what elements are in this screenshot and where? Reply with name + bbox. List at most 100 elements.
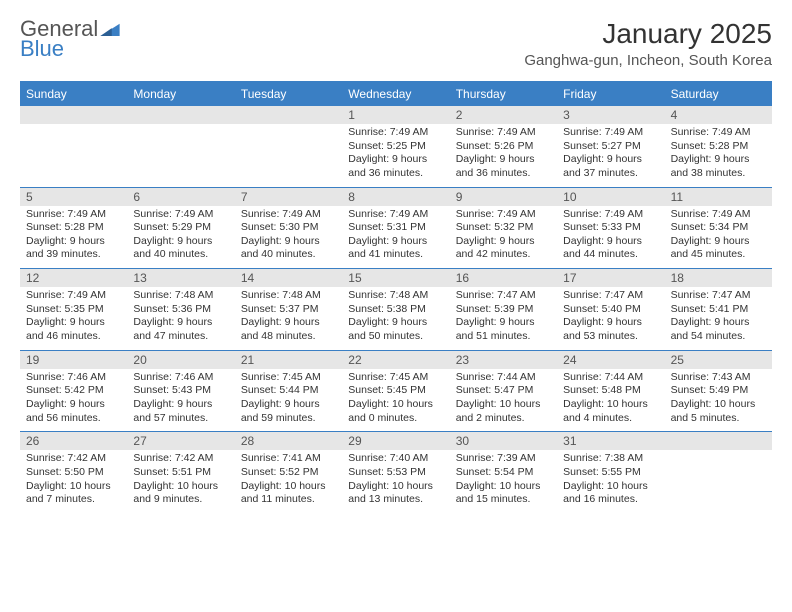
- day-content: Sunrise: 7:46 AMSunset: 5:42 PMDaylight:…: [20, 369, 127, 432]
- day-line: Sunrise: 7:48 AM: [241, 289, 336, 303]
- day-line: Sunset: 5:38 PM: [348, 303, 443, 317]
- page-title: January 2025: [524, 18, 772, 50]
- logo: GeneralBlue: [20, 18, 120, 60]
- day-line: and 9 minutes.: [133, 493, 228, 507]
- day-line: Daylight: 9 hours: [563, 316, 658, 330]
- day-line: Sunrise: 7:45 AM: [348, 371, 443, 385]
- day-line: and 42 minutes.: [456, 248, 551, 262]
- day-number: 26: [20, 432, 127, 450]
- day-line: Daylight: 9 hours: [348, 153, 443, 167]
- weekday-header: Friday: [557, 83, 664, 105]
- day-number: 4: [665, 106, 772, 124]
- weekday-header: Saturday: [665, 83, 772, 105]
- day-line: Daylight: 10 hours: [563, 398, 658, 412]
- day-line: Sunset: 5:53 PM: [348, 466, 443, 480]
- day-content: Sunrise: 7:49 AMSunset: 5:30 PMDaylight:…: [235, 206, 342, 269]
- day-line: and 48 minutes.: [241, 330, 336, 344]
- day-content: Sunrise: 7:46 AMSunset: 5:43 PMDaylight:…: [127, 369, 234, 432]
- day-line: Daylight: 9 hours: [671, 153, 766, 167]
- logo-word2: Blue: [20, 38, 120, 60]
- day-line: Daylight: 10 hours: [563, 480, 658, 494]
- day-line: Sunset: 5:25 PM: [348, 140, 443, 154]
- logo-triangle-icon: [100, 18, 120, 40]
- day-line: Sunrise: 7:49 AM: [348, 208, 443, 222]
- day-number: 16: [450, 269, 557, 287]
- day-line: and 11 minutes.: [241, 493, 336, 507]
- day-content: Sunrise: 7:44 AMSunset: 5:48 PMDaylight:…: [557, 369, 664, 432]
- day-line: Daylight: 9 hours: [133, 235, 228, 249]
- day-line: Sunset: 5:32 PM: [456, 221, 551, 235]
- day-line: Daylight: 10 hours: [348, 480, 443, 494]
- day-line: Sunset: 5:49 PM: [671, 384, 766, 398]
- day-line: Sunset: 5:44 PM: [241, 384, 336, 398]
- day-line: Sunset: 5:47 PM: [456, 384, 551, 398]
- day-line: Sunrise: 7:49 AM: [241, 208, 336, 222]
- day-line: Sunrise: 7:42 AM: [26, 452, 121, 466]
- day-number: [665, 432, 772, 450]
- day-line: and 51 minutes.: [456, 330, 551, 344]
- day-line: Sunset: 5:37 PM: [241, 303, 336, 317]
- day-number: [235, 106, 342, 124]
- day-line: Daylight: 9 hours: [241, 235, 336, 249]
- day-line: Sunrise: 7:41 AM: [241, 452, 336, 466]
- day-content: Sunrise: 7:49 AMSunset: 5:33 PMDaylight:…: [557, 206, 664, 269]
- weekday-header: Sunday: [20, 83, 127, 105]
- day-line: Daylight: 9 hours: [563, 153, 658, 167]
- day-number: 21: [235, 351, 342, 369]
- day-content: Sunrise: 7:45 AMSunset: 5:45 PMDaylight:…: [342, 369, 449, 432]
- day-line: Sunset: 5:36 PM: [133, 303, 228, 317]
- day-number: 18: [665, 269, 772, 287]
- day-line: and 50 minutes.: [348, 330, 443, 344]
- day-line: Sunrise: 7:49 AM: [26, 289, 121, 303]
- day-line: Daylight: 9 hours: [348, 316, 443, 330]
- day-line: Daylight: 9 hours: [133, 316, 228, 330]
- day-content: Sunrise: 7:49 AMSunset: 5:26 PMDaylight:…: [450, 124, 557, 187]
- day-number: 7: [235, 188, 342, 206]
- day-number: 1: [342, 106, 449, 124]
- day-line: and 54 minutes.: [671, 330, 766, 344]
- day-line: Sunrise: 7:49 AM: [348, 126, 443, 140]
- day-number: 31: [557, 432, 664, 450]
- day-line: Daylight: 9 hours: [241, 398, 336, 412]
- day-line: and 40 minutes.: [241, 248, 336, 262]
- day-line: Daylight: 9 hours: [241, 316, 336, 330]
- day-content: Sunrise: 7:40 AMSunset: 5:53 PMDaylight:…: [342, 450, 449, 513]
- day-number: 5: [20, 188, 127, 206]
- day-content: Sunrise: 7:39 AMSunset: 5:54 PMDaylight:…: [450, 450, 557, 513]
- day-line: Sunrise: 7:49 AM: [133, 208, 228, 222]
- day-line: and 5 minutes.: [671, 412, 766, 426]
- day-line: Sunset: 5:35 PM: [26, 303, 121, 317]
- day-number: [20, 106, 127, 124]
- day-number: 15: [342, 269, 449, 287]
- day-number: 20: [127, 351, 234, 369]
- title-block: January 2025 Ganghwa-gun, Incheon, South…: [524, 18, 772, 69]
- day-line: and 56 minutes.: [26, 412, 121, 426]
- day-content: Sunrise: 7:49 AMSunset: 5:28 PMDaylight:…: [20, 206, 127, 269]
- day-line: Daylight: 9 hours: [133, 398, 228, 412]
- day-content: Sunrise: 7:41 AMSunset: 5:52 PMDaylight:…: [235, 450, 342, 513]
- day-line: Daylight: 10 hours: [671, 398, 766, 412]
- calendar-body: 1234Sunrise: 7:49 AMSunset: 5:25 PMDayli…: [20, 105, 772, 513]
- day-line: Sunset: 5:45 PM: [348, 384, 443, 398]
- day-line: and 16 minutes.: [563, 493, 658, 507]
- day-line: and 44 minutes.: [563, 248, 658, 262]
- day-content: Sunrise: 7:49 AMSunset: 5:28 PMDaylight:…: [665, 124, 772, 187]
- day-line: Daylight: 10 hours: [26, 480, 121, 494]
- day-line: and 7 minutes.: [26, 493, 121, 507]
- day-line: Daylight: 10 hours: [456, 480, 551, 494]
- day-line: Sunset: 5:31 PM: [348, 221, 443, 235]
- day-line: Sunset: 5:54 PM: [456, 466, 551, 480]
- day-line: and 39 minutes.: [26, 248, 121, 262]
- day-number: 11: [665, 188, 772, 206]
- day-content: Sunrise: 7:49 AMSunset: 5:34 PMDaylight:…: [665, 206, 772, 269]
- day-line: Daylight: 10 hours: [456, 398, 551, 412]
- day-content: Sunrise: 7:38 AMSunset: 5:55 PMDaylight:…: [557, 450, 664, 513]
- weekday-header-row: Sunday Monday Tuesday Wednesday Thursday…: [20, 83, 772, 105]
- day-line: Sunrise: 7:47 AM: [563, 289, 658, 303]
- day-line: Sunset: 5:55 PM: [563, 466, 658, 480]
- day-line: and 4 minutes.: [563, 412, 658, 426]
- day-content: Sunrise: 7:49 AMSunset: 5:25 PMDaylight:…: [342, 124, 449, 187]
- day-line: and 53 minutes.: [563, 330, 658, 344]
- weekday-header: Monday: [127, 83, 234, 105]
- day-line: Daylight: 9 hours: [563, 235, 658, 249]
